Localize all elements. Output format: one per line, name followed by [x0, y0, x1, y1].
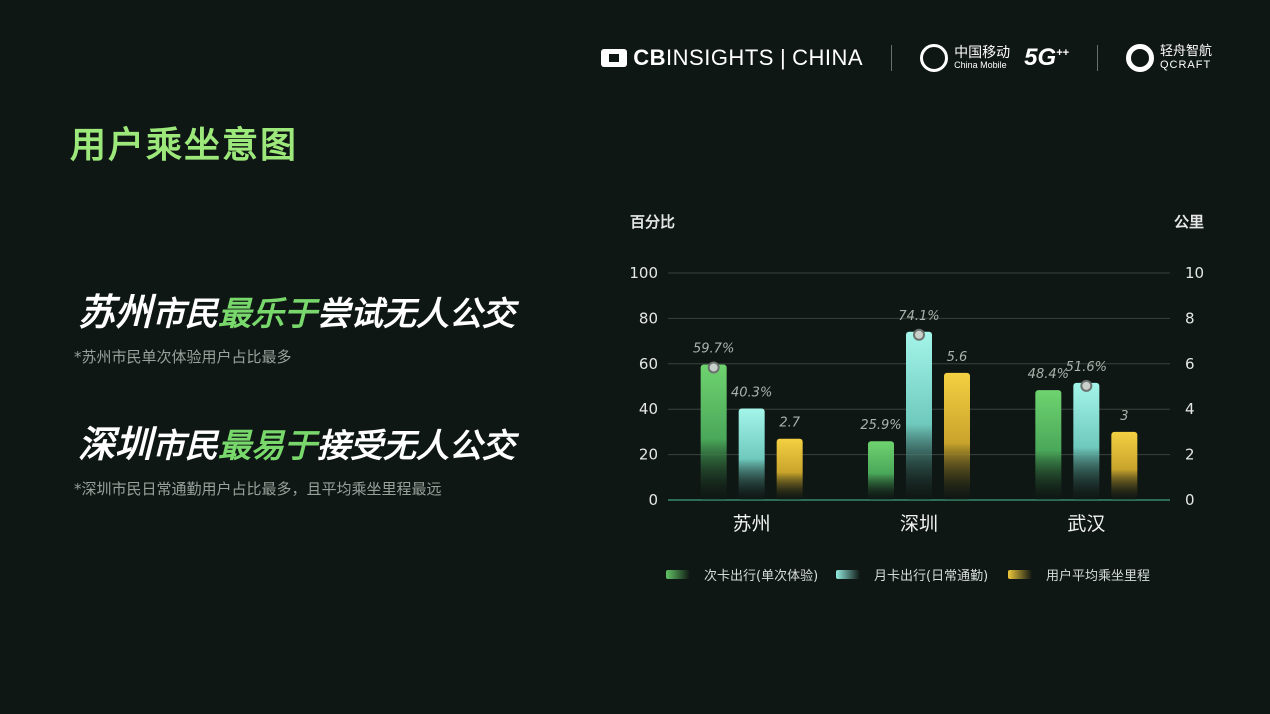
finding-note-shenzhen: *深圳市民日常通勤用户占比最多，且平均乘坐里程最远 [74, 480, 442, 498]
partner-logos: CB INSIGHTS | CHINA 中国移动 China Mobile 5G++ … [601, 38, 1212, 78]
finding-headline-shenzhen: 深圳市民最易于接受无人公交 [78, 423, 515, 466]
data-label: 59.7% [693, 341, 734, 356]
page-title: 用户乘坐意图 [70, 125, 299, 166]
data-label: 40.3% [731, 386, 772, 401]
data-label: 48.4% [1028, 367, 1069, 382]
y-left-tick-label: 60 [639, 355, 658, 373]
logo-divider [1096, 45, 1098, 71]
y-right-tick-label: 10 [1185, 264, 1204, 282]
category-label: 武汉 [1067, 513, 1105, 535]
y-right-tick-label: 0 [1185, 491, 1195, 509]
bar [700, 364, 727, 500]
bar [738, 408, 765, 500]
cbinsights-china-logo: CB INSIGHTS | CHINA [601, 45, 863, 71]
qcraft-cn: 轻舟智航 [1159, 43, 1212, 59]
y-right-tick-label: 2 [1185, 446, 1195, 464]
cb-brand-text: CB [633, 45, 667, 70]
qcraft-logo: 轻舟智航 QCRAFT [1125, 43, 1212, 72]
5g-logo: 5G++ [1024, 44, 1069, 71]
china-mobile-icon [920, 44, 949, 72]
logo-divider [891, 45, 893, 71]
data-label: 51.6% [1066, 360, 1107, 375]
legend-swatch [1008, 570, 1032, 579]
data-label: 25.9% [860, 418, 901, 433]
category-label: 深圳 [900, 513, 938, 535]
highlight-marker [1080, 379, 1093, 392]
legend-swatch [836, 570, 860, 579]
bar [1111, 431, 1138, 500]
y-left-tick-label: 80 [639, 309, 658, 327]
cb-separator: | [779, 45, 787, 70]
y-right-tick-label: 6 [1185, 355, 1195, 373]
legend-label: 次卡出行(单次体验) [704, 568, 818, 584]
data-label: 3 [1120, 409, 1128, 424]
legend-label: 用户平均乘坐里程 [1046, 568, 1150, 584]
cb-insights-text: INSIGHTS [666, 45, 774, 70]
bar [1035, 390, 1062, 500]
legend-label: 月卡出行(日常通勤) [874, 569, 988, 584]
y-right-axis-label: 公里 [1174, 213, 1204, 231]
highlight-marker [913, 328, 925, 341]
y-left-axis-label: 百分比 [630, 213, 675, 231]
qcraft-en: QCRAFT [1159, 59, 1212, 72]
y-right-tick-label: 4 [1185, 400, 1195, 418]
china-mobile-logo: 中国移动 China Mobile 5G++ [920, 44, 1069, 72]
legend-swatch [666, 570, 690, 579]
y-left-tick-label: 40 [639, 400, 658, 418]
category-label: 苏州 [733, 513, 771, 535]
y-left-tick-label: 20 [639, 446, 658, 464]
qcraft-icon [1125, 44, 1154, 72]
y-right-tick-label: 8 [1185, 309, 1195, 327]
bar [776, 438, 803, 500]
bar [868, 441, 894, 500]
cb-china-text: CHINA [792, 45, 864, 70]
bar [944, 372, 970, 500]
y-left-tick-label: 0 [648, 491, 658, 509]
finding-note-suzhou: *苏州市民单次体验用户占比最多 [74, 348, 292, 366]
cbinsights-mark-icon [601, 49, 628, 67]
finding-headline-suzhou: 苏州市民最乐于尝试无人公交 [78, 291, 515, 334]
china-mobile-cn: 中国移动 [954, 44, 1011, 61]
bar [906, 331, 932, 500]
highlight-marker [707, 361, 720, 374]
bar [1073, 382, 1100, 500]
data-label: 2.7 [779, 416, 800, 431]
data-label: 74.1% [898, 309, 939, 324]
china-mobile-en: China Mobile [954, 59, 1007, 70]
y-left-tick-label: 100 [629, 264, 658, 282]
data-label: 5.6 [947, 350, 968, 365]
